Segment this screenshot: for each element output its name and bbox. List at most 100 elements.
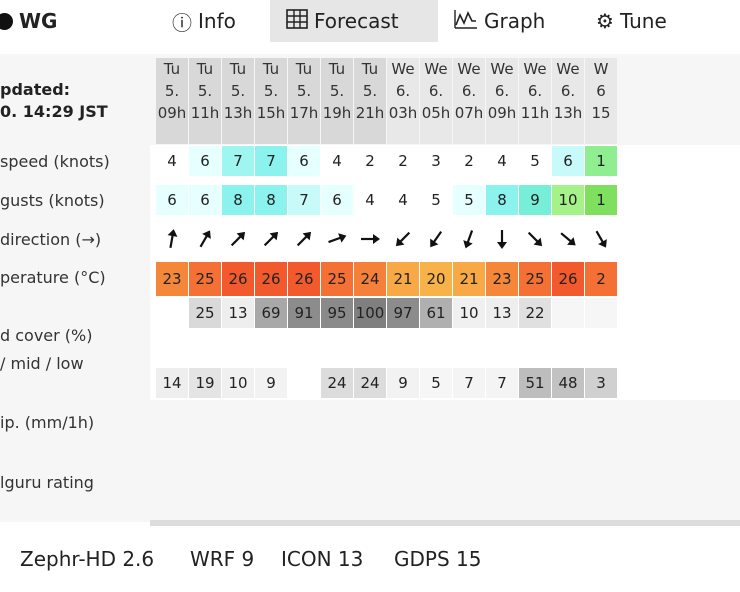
wind-speed-cell: 6 — [552, 146, 584, 176]
tab-logo[interactable]: WG — [0, 0, 57, 42]
column-header-hour: 13h — [223, 104, 253, 122]
windguru-logo-icon — [0, 12, 13, 30]
column-header: Tu 5. 19h — [321, 58, 353, 144]
column-header: We 6. 11h — [519, 58, 551, 144]
column-header-date: 5. — [263, 82, 279, 100]
wind-direction-arrow-icon — [486, 224, 518, 254]
temperature-cell: 21 — [453, 262, 485, 296]
temperature-cell: 26 — [288, 262, 320, 296]
column-header-date: 6 — [596, 82, 606, 100]
wind-speed-cell: 4 — [156, 146, 188, 176]
column-header: Tu 5. 17h — [288, 58, 320, 144]
wind-gusts-cell: 5 — [420, 185, 452, 215]
tab-info[interactable]: ⓘ Info — [172, 0, 236, 42]
tab-graph-label: Graph — [484, 9, 546, 33]
wind-speed-cell: 4 — [486, 146, 518, 176]
temperature-cell: 26 — [552, 262, 584, 296]
wind-speed-cell: 4 — [321, 146, 353, 176]
wind-gusts-cell: 8 — [222, 185, 254, 215]
cloud-cover-cell: 13 — [222, 298, 254, 328]
cloud-cover-cell: 25 — [189, 298, 221, 328]
wind-speed-cell: 2 — [453, 146, 485, 176]
wind-gusts-cell: 7 — [288, 185, 320, 215]
temperature-cell: 23 — [156, 262, 188, 296]
wind-direction-arrow-icon — [519, 224, 551, 254]
cloud-low-cell: 24 — [321, 368, 353, 398]
column-header-day: W — [593, 60, 609, 78]
wind-speed-cell: 6 — [288, 146, 320, 176]
model-gdps[interactable]: GDPS 15 — [394, 547, 482, 571]
cloud-cover-cell: 22 — [519, 298, 551, 328]
wind-direction-arrow-icon — [255, 224, 287, 254]
column-header: We 6. 07h — [453, 58, 485, 144]
column-header-date: 6. — [560, 82, 576, 100]
wind-direction-arrow-icon — [156, 224, 188, 254]
column-header: Tu 5. 11h — [189, 58, 221, 144]
column-header: Tu 5. 09h — [156, 58, 188, 144]
graph-icon — [454, 9, 478, 34]
label-cloud-cover: d cover (%) — [0, 326, 93, 345]
column-header-day: We — [391, 60, 415, 78]
label-wind-speed: speed (knots) — [0, 152, 110, 171]
cloud-cover-cell: 95 — [321, 298, 353, 328]
column-header-day: We — [457, 60, 481, 78]
wind-direction-arrow-icon — [453, 224, 485, 254]
wind-direction-arrow-icon — [585, 224, 617, 254]
model-zephr-hd[interactable]: Zephr-HD 2.6 — [20, 547, 155, 571]
column-header-day: Tu — [229, 60, 247, 78]
column-header-date: 6. — [527, 82, 543, 100]
grid-scrollbar[interactable] — [150, 520, 740, 526]
model-wrf[interactable]: WRF 9 — [190, 547, 255, 571]
table-grid-icon — [286, 8, 308, 34]
column-header-day: Tu — [163, 60, 181, 78]
wind-direction-arrow-icon — [552, 224, 584, 254]
cloud-cover-cell: 10 — [453, 298, 485, 328]
label-temperature: perature (°C) — [0, 268, 106, 287]
cloud-cover-cell — [585, 298, 617, 328]
column-header-day: Tu — [361, 60, 379, 78]
tab-forecast[interactable]: Forecast — [270, 0, 438, 42]
temperature-cell: 24 — [354, 262, 386, 296]
column-header-hour: 11h — [520, 104, 550, 122]
wind-direction-arrow-icon — [288, 224, 320, 254]
column-header-day: Tu — [196, 60, 214, 78]
column-header-day: Tu — [328, 60, 346, 78]
wind-gusts-cell: 5 — [453, 185, 485, 215]
wind-speed-cell: 2 — [387, 146, 419, 176]
cloud-cover-cell: 97 — [387, 298, 419, 328]
column-header-hour: 21h — [355, 104, 385, 122]
column-header: Tu 5. 21h — [354, 58, 386, 144]
gears-icon: ⚙ — [596, 9, 614, 33]
column-header-date: 5. — [329, 82, 345, 100]
cloud-low-cell: 5 — [420, 368, 452, 398]
tab-forecast-label: Forecast — [314, 9, 399, 33]
model-icon[interactable]: ICON 13 — [281, 547, 364, 571]
column-header-hour: 15h — [256, 104, 286, 122]
wind-direction-arrow-icon — [189, 224, 221, 254]
column-header-hour: 17h — [289, 104, 319, 122]
temperature-cell: 20 — [420, 262, 452, 296]
top-tab-bar: WG ⓘ Info Forecast Graph ⚙ Tune — [0, 0, 740, 42]
wind-speed-cell: 7 — [255, 146, 287, 176]
column-header-date: 5. — [164, 82, 180, 100]
column-header-date: 6. — [395, 82, 411, 100]
cloud-cover-cell — [552, 298, 584, 328]
label-rating: lguru rating — [0, 473, 94, 492]
wind-gusts-cell: 4 — [387, 185, 419, 215]
column-header: We 6. 03h — [387, 58, 419, 144]
column-header: Tu 5. 13h — [222, 58, 254, 144]
wind-speed-cell: 1 — [585, 146, 617, 176]
wind-speed-cell: 6 — [189, 146, 221, 176]
cloud-low-cell: 9 — [387, 368, 419, 398]
column-header: Tu 5. 15h — [255, 58, 287, 144]
column-header-day: We — [556, 60, 580, 78]
updated-time: 0. 14:29 JST — [0, 102, 108, 121]
column-header-day: Tu — [262, 60, 280, 78]
cloud-cover-cell: 13 — [486, 298, 518, 328]
tab-tune[interactable]: ⚙ Tune — [596, 0, 667, 42]
wind-gusts-cell: 8 — [255, 185, 287, 215]
row-labels-column — [0, 54, 150, 522]
column-header-date: 5. — [230, 82, 246, 100]
column-header-date: 6. — [461, 82, 477, 100]
tab-graph[interactable]: Graph — [454, 0, 545, 42]
